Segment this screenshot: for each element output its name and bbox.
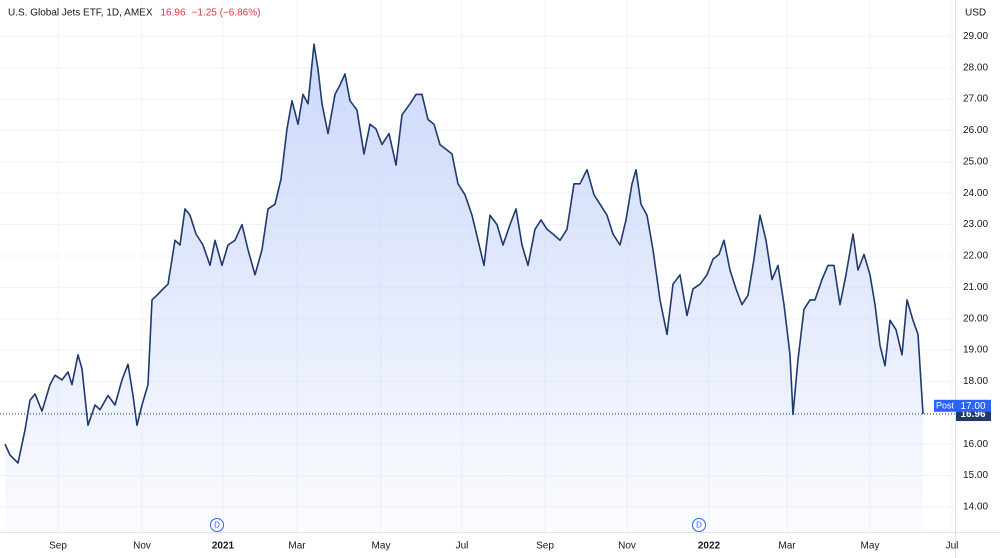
y-tick-label: 25.00: [963, 156, 988, 167]
area-fill: [5, 44, 923, 532]
price-change: −1.25 (−6.86%): [192, 8, 261, 19]
x-tick-label: 2021: [212, 541, 235, 552]
last-price: 16.96: [161, 8, 186, 19]
y-tick-label: 21.00: [963, 282, 988, 293]
post-name: Post: [936, 401, 955, 411]
x-tick-label: Nov: [133, 541, 151, 552]
x-tick-label: Mar: [778, 541, 796, 552]
x-tick-label: Jul: [946, 541, 959, 552]
price-line: [4, 43, 924, 464]
y-tick-label: 19.00: [963, 345, 988, 356]
y-tick-label: 20.00: [963, 313, 988, 324]
y-tick-label: 27.00: [963, 94, 988, 105]
x-tick-label: 2022: [698, 541, 721, 552]
post-price-label: 17.00: [960, 401, 985, 412]
x-tick-label: Jul: [456, 541, 469, 552]
plot: [4, 43, 924, 532]
currency: USD: [965, 8, 986, 19]
event-marker: [210, 518, 224, 532]
y-tick-label: 23.00: [963, 219, 988, 230]
x-tick-label: May: [372, 541, 391, 552]
y-tick-label: 24.00: [963, 188, 988, 199]
x-tick-label: Sep: [49, 541, 67, 552]
y-tick-label: 22.00: [963, 251, 988, 262]
chart-title: U.S. Global Jets ETF, 1D, AMEX: [8, 8, 153, 19]
last-price-label: 16.96: [960, 409, 985, 420]
post-price-badge: [956, 399, 991, 412]
x-tick-label: Nov: [618, 541, 636, 552]
event-marker: [692, 518, 706, 532]
x-tick-label: May: [861, 541, 880, 552]
y-tick-label: 15.00: [963, 470, 988, 481]
y-tick-label: 28.00: [963, 62, 988, 73]
y-tick-label: 14.00: [963, 502, 988, 513]
event-label: D: [214, 521, 220, 530]
x-tick-label: Mar: [288, 541, 306, 552]
y-tick-label: 29.00: [963, 31, 988, 42]
event-label: D: [696, 521, 702, 530]
post-badge: [934, 399, 956, 412]
y-tick-label: 16.00: [963, 439, 988, 450]
y-tick-label: 18.00: [963, 376, 988, 387]
y-tick-label: 26.00: [963, 125, 988, 136]
x-tick-label: Sep: [536, 541, 554, 552]
